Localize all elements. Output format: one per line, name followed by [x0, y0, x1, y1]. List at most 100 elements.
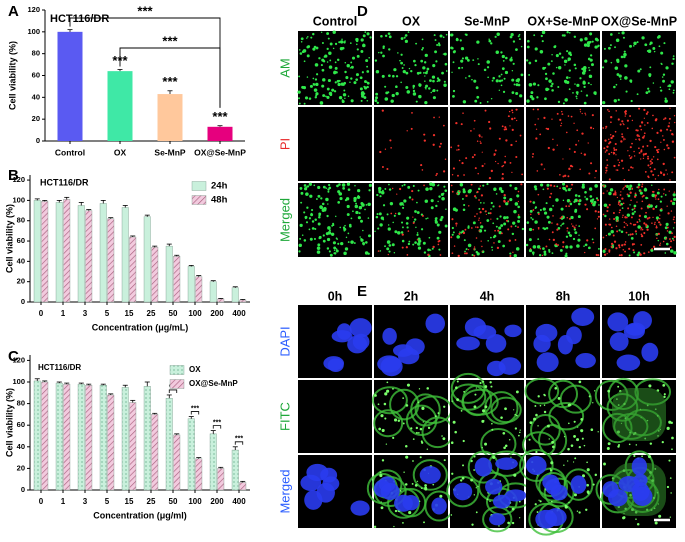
cell-dot	[606, 206, 609, 209]
cell-dot	[515, 140, 517, 142]
bar	[143, 216, 151, 303]
cell-dot	[620, 159, 624, 162]
cell-dot	[564, 254, 568, 258]
cell-dot	[335, 248, 338, 250]
cell-dot	[429, 249, 432, 251]
cell-dot	[336, 184, 339, 188]
cell-dot	[423, 133, 426, 136]
cell-dot	[483, 229, 487, 232]
cell-dot	[347, 232, 350, 235]
fitc-dot	[507, 521, 510, 525]
cell-dot	[667, 146, 670, 150]
cell-dot	[666, 230, 669, 232]
fitc-dot	[399, 490, 402, 492]
cell-dot	[563, 59, 568, 64]
cell-dot	[622, 167, 624, 170]
cell-dot	[476, 190, 479, 194]
cell-dot	[401, 184, 404, 187]
fitc-dot	[408, 511, 412, 515]
cell-dot	[635, 233, 638, 235]
cell-dot	[400, 202, 404, 206]
cell-dot	[537, 84, 540, 87]
cell-dot	[500, 224, 504, 227]
cell-dot	[662, 162, 665, 166]
legend-label: 48h	[211, 195, 228, 206]
cell-dot	[544, 97, 547, 101]
cell-dot	[424, 75, 426, 77]
cell-dot	[532, 253, 535, 256]
fitc-dot	[567, 447, 570, 451]
cell-dot	[439, 142, 442, 145]
cell-dot	[328, 51, 332, 55]
legend-label: 24h	[211, 181, 228, 192]
cell-dot	[331, 88, 335, 92]
cell-dot	[495, 50, 500, 54]
cell-dot	[333, 246, 337, 250]
bar	[187, 418, 195, 491]
cell-dot	[533, 185, 537, 189]
significance-label: ***	[213, 419, 221, 426]
cell-dot	[530, 217, 533, 219]
cell-dot	[658, 188, 660, 191]
cell-dot	[344, 97, 346, 100]
cell-dot	[548, 79, 552, 83]
cell-dot	[561, 215, 563, 218]
micrograph	[595, 450, 676, 528]
fitc-dot	[406, 383, 410, 387]
cell-dot	[607, 232, 611, 236]
cell-dot	[589, 32, 593, 36]
cell-dot	[463, 203, 466, 207]
cell-dot	[603, 203, 608, 208]
cell-dot	[379, 223, 383, 227]
cell-dot	[633, 41, 637, 46]
fitc-dot	[536, 511, 539, 514]
cell-dot	[551, 231, 554, 234]
x-tick-label: Control	[55, 147, 85, 157]
fitc-dot	[586, 490, 590, 494]
cell-dot	[474, 99, 478, 103]
cell-dot	[671, 171, 674, 174]
cell-dot	[624, 250, 627, 253]
cell-dot	[503, 222, 507, 226]
cell-dot	[629, 222, 632, 225]
cell-dot	[388, 74, 391, 78]
cell-dot	[501, 125, 504, 128]
fitc-dot	[415, 426, 419, 430]
cell-dot	[329, 42, 333, 46]
cell-dot	[540, 163, 543, 166]
cell-dot	[326, 32, 330, 36]
cell-dot	[533, 34, 536, 37]
cell-dot	[647, 176, 650, 179]
cell-dot	[353, 196, 357, 201]
y-tick-label: 0	[36, 136, 40, 145]
cell-dot	[622, 202, 625, 205]
y-tick-label: 40	[17, 256, 25, 265]
fitc-dot	[514, 413, 516, 416]
cell-dot	[672, 57, 675, 60]
cell-dot	[660, 208, 663, 210]
cell-dot	[451, 226, 454, 230]
cell-dot	[517, 35, 520, 38]
fitc-dot	[662, 383, 666, 387]
cell-dot	[358, 205, 363, 210]
cell-dot	[424, 53, 428, 58]
cell-dot	[416, 201, 418, 204]
cell-dot	[410, 127, 413, 130]
fitc-dot	[427, 426, 431, 430]
fitc-dot	[434, 415, 437, 418]
cell-dot	[507, 200, 510, 203]
cell-dot	[589, 195, 593, 198]
cell-dot	[365, 251, 368, 254]
cell-dot	[384, 85, 387, 88]
cell-dot	[457, 254, 460, 258]
cell-dot	[308, 228, 311, 231]
y-tick-label: 120	[12, 355, 25, 364]
cell-dot	[322, 94, 326, 98]
cell-dot	[455, 121, 458, 125]
fitc-dot	[590, 428, 594, 432]
cell-dot	[322, 239, 326, 243]
cell-dot	[412, 184, 415, 187]
cell-dot	[312, 32, 315, 36]
cell-dot	[356, 48, 359, 51]
cell-dot	[450, 146, 453, 149]
